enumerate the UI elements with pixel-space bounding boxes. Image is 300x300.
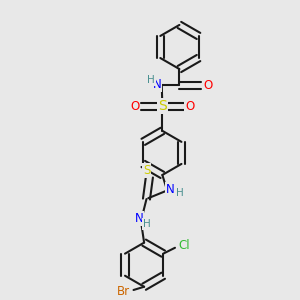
Text: H: H [176,188,183,198]
Text: S: S [158,99,167,113]
Text: N: N [153,78,161,91]
Text: H: H [147,75,155,85]
Text: O: O [185,100,195,113]
Text: S: S [143,164,150,177]
Text: N: N [166,183,175,196]
Text: O: O [130,100,139,113]
Text: H: H [143,219,151,229]
Text: Cl: Cl [178,239,190,252]
Text: O: O [203,79,212,92]
Text: Br: Br [117,285,130,298]
Text: N: N [134,212,143,225]
